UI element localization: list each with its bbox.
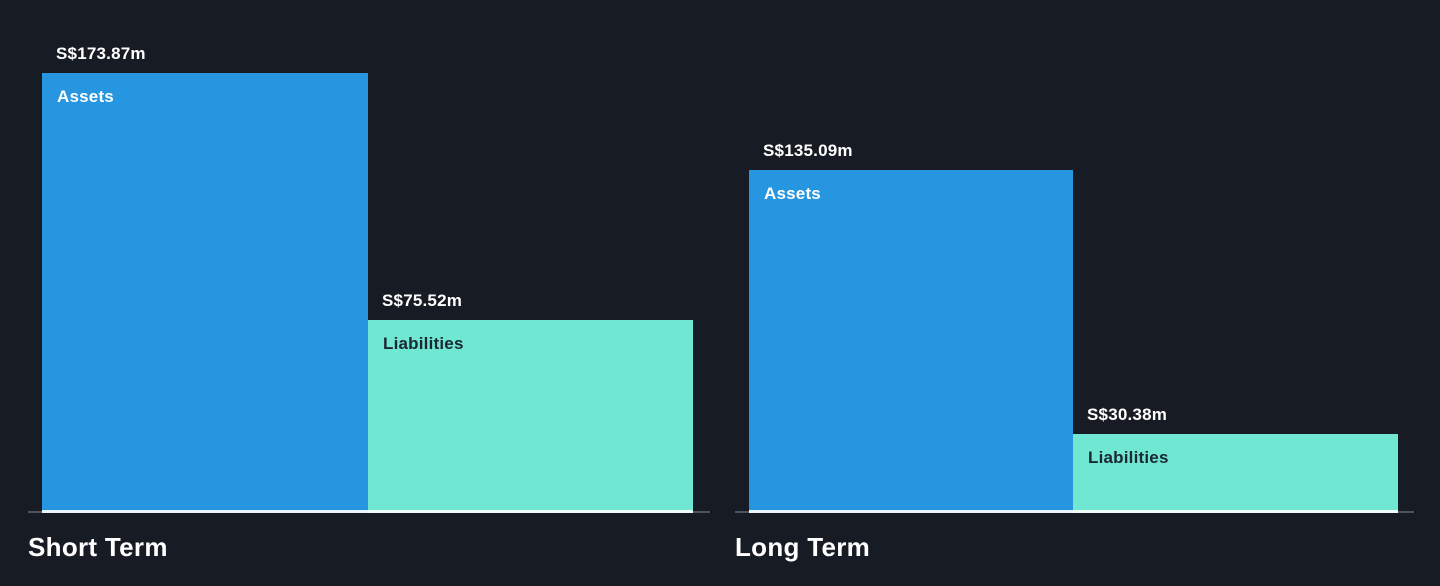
group-short-term: S$173.87m Assets S$75.52m Liabilities Sh… — [28, 0, 710, 586]
value-label: S$135.09m — [763, 141, 853, 160]
bar-slot-short-term-liabilities: S$75.52m Liabilities — [368, 291, 693, 513]
group-long-term: S$135.09m Assets S$30.38m Liabilities Lo… — [735, 0, 1414, 586]
value-label: S$75.52m — [382, 291, 463, 310]
bar-label: Assets — [57, 87, 114, 106]
group-title-long-term: Long Term — [735, 532, 871, 562]
bar-label: Liabilities — [1088, 448, 1169, 467]
group-title-short-term: Short Term — [28, 532, 168, 562]
bar-slot-short-term-assets: S$173.87m Assets — [42, 44, 368, 513]
bar-short-term-liabilities[interactable]: Liabilities — [368, 320, 693, 513]
value-label: S$30.38m — [1087, 405, 1168, 424]
bar-long-term-liabilities[interactable]: Liabilities — [1073, 434, 1398, 513]
bar-slot-long-term-liabilities: S$30.38m Liabilities — [1073, 405, 1398, 513]
bar-slot-long-term-assets: S$135.09m Assets — [749, 141, 1073, 513]
bar-label: Liabilities — [383, 334, 464, 353]
bar-label: Assets — [764, 184, 821, 203]
bar-short-term-assets[interactable]: Assets — [42, 73, 368, 513]
value-label: S$173.87m — [56, 44, 146, 63]
bar-long-term-assets[interactable]: Assets — [749, 170, 1073, 513]
